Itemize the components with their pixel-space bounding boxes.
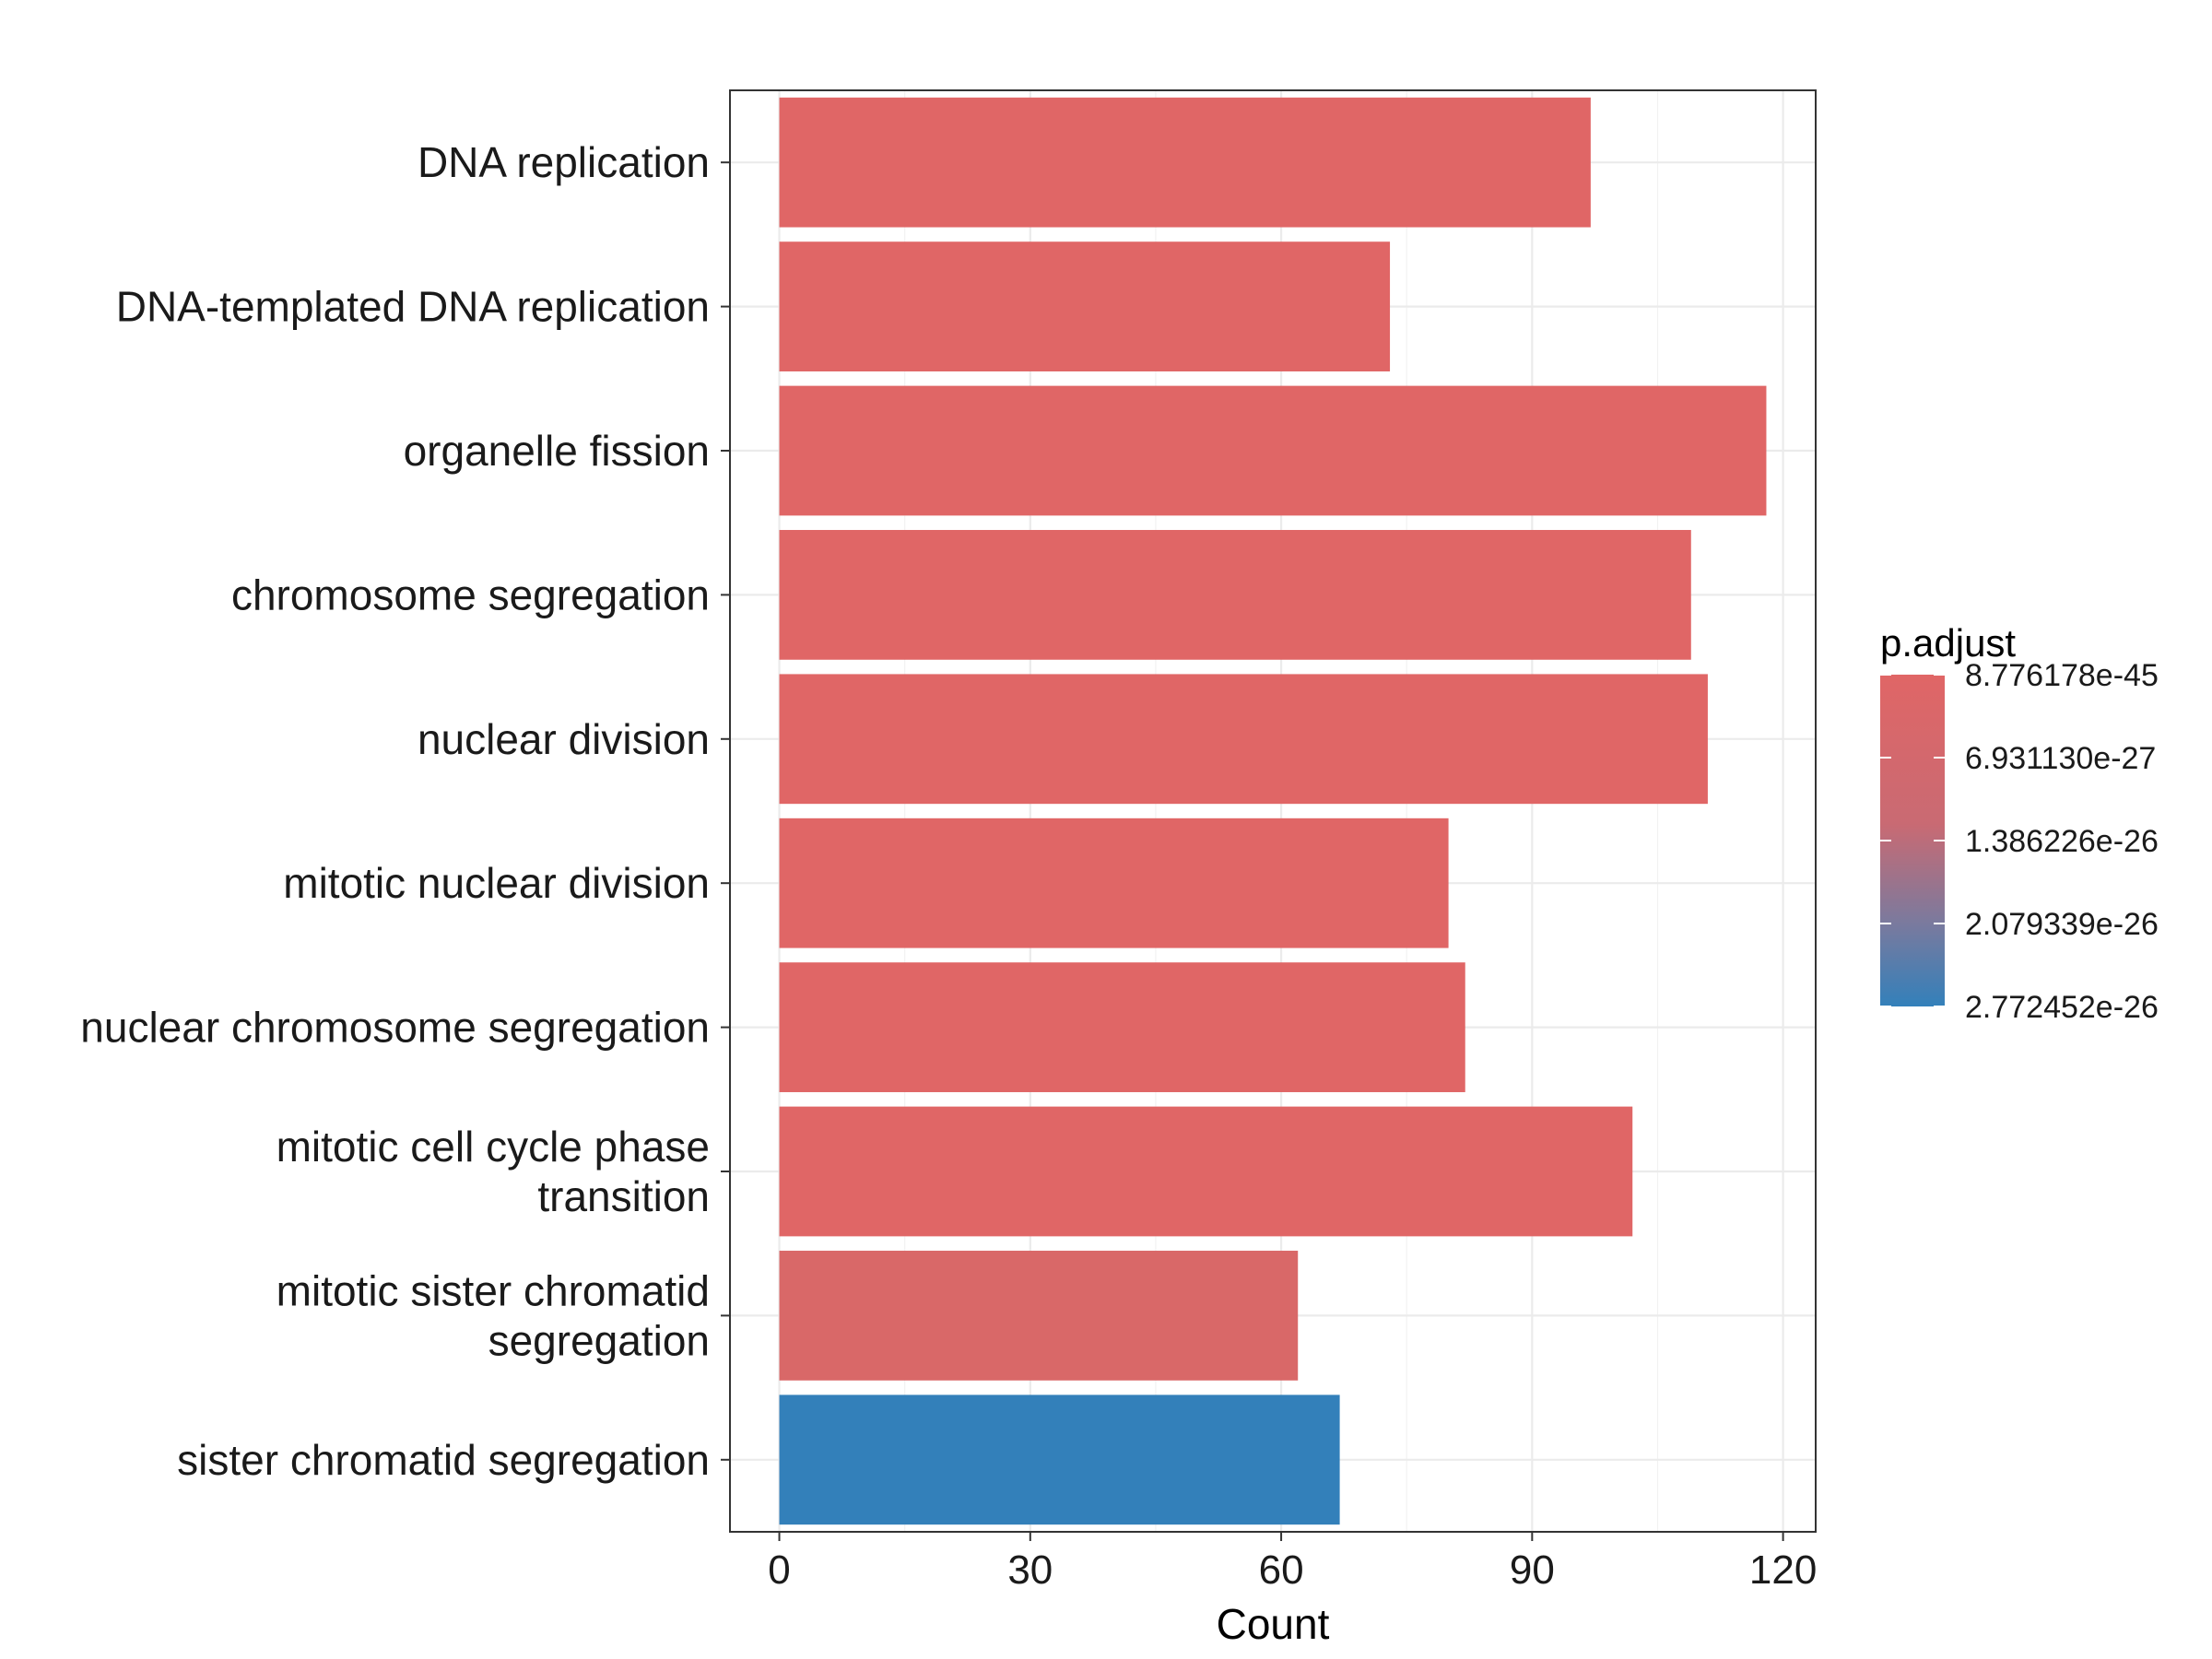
- color-legend: p.adjust 8.776178e-45 6.931130e-27 1.38622…: [1880, 621, 2159, 1025]
- y-tick-label-line: organelle fission: [404, 427, 710, 475]
- y-tick-label: DNA-templated DNA replication: [116, 283, 710, 331]
- y-tick-label-line: nuclear division: [418, 715, 710, 763]
- bars: [779, 97, 1767, 1525]
- y-tick-label-line: mitotic nuclear division: [283, 859, 710, 907]
- x-tick-label: 0: [768, 1547, 790, 1593]
- bar: [779, 97, 1591, 228]
- x-tick-label: 60: [1259, 1547, 1304, 1593]
- y-tick-label: mitotic nuclear division: [283, 859, 710, 907]
- bar: [779, 1106, 1633, 1237]
- y-tick-label: nuclear chromosome segregation: [80, 1004, 710, 1052]
- x-axis: 0 30 60 90 120: [768, 1532, 1817, 1593]
- x-tick-label: 120: [1749, 1547, 1817, 1593]
- y-tick-label: mitotic sister chromatid segregation: [276, 1266, 710, 1364]
- bar: [779, 241, 1391, 371]
- y-tick-label: mitotic cell cycle phase transition: [276, 1123, 710, 1220]
- y-tick-label: sister chromatid segregation: [177, 1436, 710, 1484]
- x-tick-label: 90: [1510, 1547, 1555, 1593]
- y-tick-label: DNA replication: [418, 138, 710, 186]
- y-tick-label: organelle fission: [404, 427, 710, 475]
- bar: [779, 530, 1691, 660]
- bar: [779, 385, 1767, 516]
- x-axis-title: Count: [1217, 1600, 1330, 1648]
- y-tick-label-line: transition: [537, 1172, 710, 1220]
- plot-panel-border: [729, 89, 1817, 1533]
- y-tick-label-line: DNA-templated DNA replication: [116, 283, 710, 331]
- bar: [779, 1251, 1299, 1381]
- y-tick-label-line: chromosome segregation: [231, 571, 710, 618]
- legend-label: 8.776178e-45: [1965, 658, 2159, 693]
- x-tick-label: 30: [1007, 1547, 1053, 1593]
- bar: [779, 674, 1708, 805]
- y-tick-label-line: mitotic cell cycle phase: [276, 1123, 710, 1171]
- legend-title: p.adjust: [1880, 621, 2016, 665]
- legend-label: 2.772452e-26: [1965, 990, 2159, 1025]
- legend-label: 2.079339e-26: [1965, 907, 2159, 942]
- y-tick-label-line: nuclear chromosome segregation: [80, 1004, 710, 1052]
- bar: [779, 1394, 1340, 1525]
- bar: [779, 818, 1449, 948]
- y-axis: DNA replication DNA-templated DNA replica…: [80, 138, 730, 1484]
- legend-label: 6.931130e-27: [1965, 741, 2156, 776]
- y-tick-label-line: mitotic sister chromatid: [276, 1266, 710, 1314]
- bar: [779, 962, 1465, 1092]
- y-tick-label-line: sister chromatid segregation: [177, 1436, 710, 1484]
- legend-label: 1.386226e-26: [1965, 824, 2159, 859]
- y-tick-label: nuclear division: [418, 715, 710, 763]
- y-tick-label: chromosome segregation: [231, 571, 710, 618]
- y-tick-label-line: segregation: [488, 1316, 710, 1364]
- y-tick-label-line: DNA replication: [418, 138, 710, 186]
